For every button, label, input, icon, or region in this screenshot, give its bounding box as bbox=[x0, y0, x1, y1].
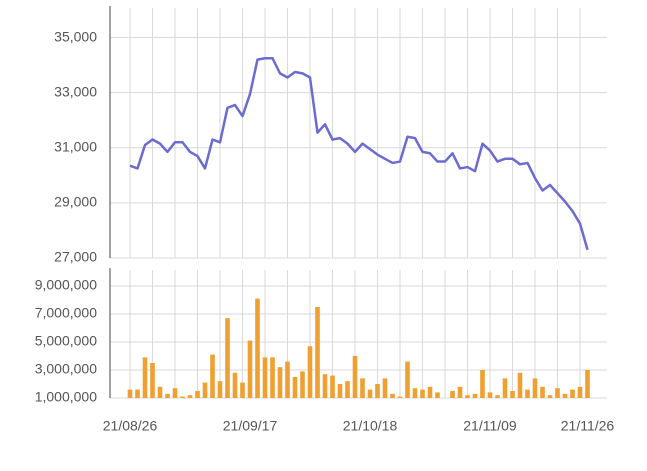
volume-bar bbox=[352, 356, 358, 398]
volume-bar bbox=[412, 388, 418, 398]
y-tick-label: 1,000,000 bbox=[35, 389, 97, 405]
volume-bar bbox=[480, 370, 485, 398]
volume-bar bbox=[172, 388, 178, 398]
x-tick-label: 21/08/26 bbox=[103, 418, 158, 434]
x-tick-label: 21/11/09 bbox=[463, 418, 517, 434]
volume-bar bbox=[142, 357, 148, 398]
volume-bar bbox=[405, 361, 410, 398]
volume-bar bbox=[255, 298, 260, 398]
volume-bar bbox=[285, 361, 290, 398]
x-tick-label: 21/10/18 bbox=[343, 418, 398, 434]
y-tick-label: 27,000 bbox=[54, 249, 97, 265]
volume-bar bbox=[457, 386, 463, 398]
y-tick-label: 31,000 bbox=[54, 138, 97, 154]
y-tick-label: 9,000,000 bbox=[35, 277, 97, 293]
volume-bar bbox=[307, 346, 313, 398]
volume-bar bbox=[390, 393, 395, 398]
volume-bar bbox=[180, 396, 185, 398]
volume-bar bbox=[547, 395, 553, 398]
volume-bar bbox=[517, 372, 523, 398]
volume-bar bbox=[315, 307, 320, 398]
volume-bar bbox=[127, 389, 133, 398]
volume-bar bbox=[532, 378, 538, 398]
volume-bar bbox=[487, 392, 493, 398]
y-tick-label: 3,000,000 bbox=[35, 361, 97, 377]
volume-bar bbox=[277, 367, 283, 398]
volume-bar bbox=[570, 389, 575, 398]
volume-bar bbox=[585, 370, 590, 398]
volume-bar bbox=[135, 389, 140, 398]
volume-bar bbox=[465, 395, 470, 398]
y-tick-label: 33,000 bbox=[54, 83, 97, 99]
volume-bar bbox=[232, 372, 238, 398]
volume-bar bbox=[270, 357, 275, 398]
volume-bar bbox=[495, 395, 500, 398]
volume-bar bbox=[150, 363, 155, 398]
volume-bar bbox=[195, 391, 200, 398]
volume-bar bbox=[375, 384, 380, 398]
y-tick-label: 5,000,000 bbox=[35, 333, 97, 349]
volume-bar bbox=[217, 381, 223, 398]
volume-bar bbox=[240, 382, 245, 398]
x-tick-label: 21/09/17 bbox=[223, 418, 278, 434]
volume-bar bbox=[397, 396, 403, 398]
volume-bar bbox=[435, 392, 440, 398]
volume-bar bbox=[472, 393, 478, 398]
volume-bar bbox=[450, 391, 455, 398]
volume-bar bbox=[202, 382, 208, 398]
volume-bar bbox=[165, 393, 170, 398]
volume-bar bbox=[420, 389, 425, 398]
price-line bbox=[129, 56, 589, 251]
volume-bar bbox=[555, 388, 560, 398]
y-tick-label: 29,000 bbox=[54, 194, 97, 210]
volume-bar bbox=[577, 386, 583, 398]
volume-bar bbox=[382, 378, 388, 398]
volume-bar bbox=[510, 391, 515, 398]
volume-bar bbox=[262, 357, 268, 398]
volume-bar bbox=[337, 384, 343, 398]
y-tick-label: 7,000,000 bbox=[35, 305, 97, 321]
volume-bar bbox=[247, 340, 253, 398]
volume-bar bbox=[345, 381, 350, 398]
volume-bar bbox=[525, 389, 530, 398]
volume-bar bbox=[157, 386, 163, 398]
volume-bar bbox=[292, 377, 298, 398]
volume-bar bbox=[187, 395, 193, 398]
volume-bar bbox=[502, 378, 508, 398]
volume-bar bbox=[300, 371, 305, 398]
volume-bar bbox=[322, 374, 328, 398]
x-tick-label: 21/11/26 bbox=[561, 418, 615, 434]
volume-bar bbox=[367, 389, 373, 398]
volume-bar bbox=[330, 375, 335, 398]
volume-bar bbox=[360, 378, 365, 398]
volume-bar bbox=[540, 386, 545, 398]
volume-bar bbox=[427, 386, 433, 398]
volume-bar bbox=[562, 393, 568, 398]
volume-bar bbox=[210, 354, 215, 398]
volume-bar bbox=[225, 318, 230, 398]
y-tick-label: 35,000 bbox=[54, 28, 97, 44]
